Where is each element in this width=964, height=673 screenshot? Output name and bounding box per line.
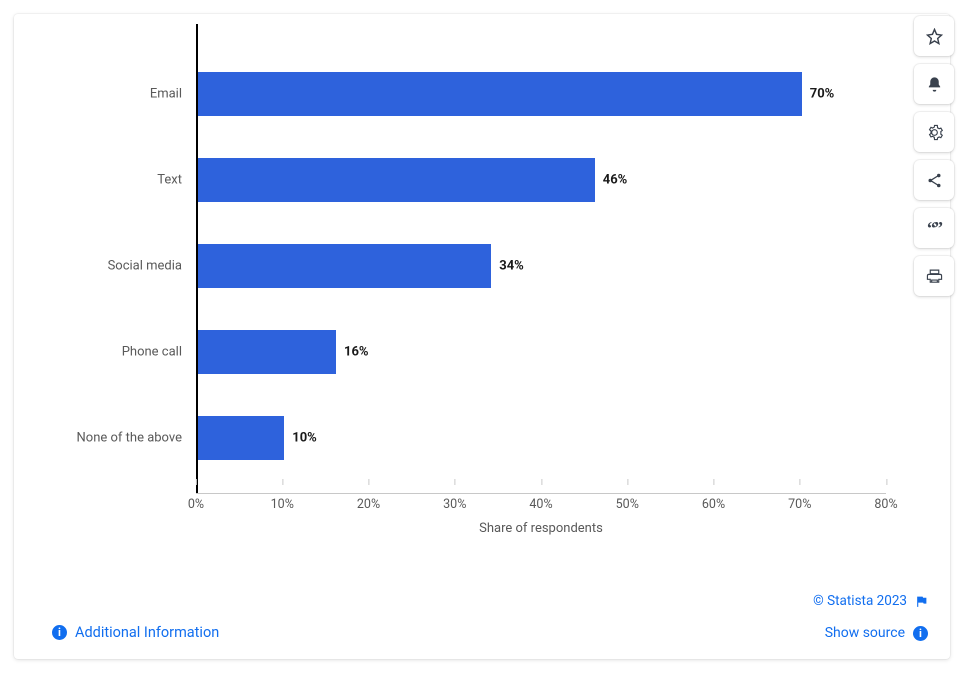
x-tick: 30% [443, 497, 466, 512]
additional-info-label: Additional Information [75, 624, 219, 641]
bar-value-label: 34% [499, 259, 524, 274]
copyright-text: © Statista 2023 [813, 593, 928, 609]
info-icon: i [52, 625, 67, 640]
show-source-label: Show source [825, 625, 905, 641]
x-tick: 20% [357, 497, 380, 512]
print-icon [926, 268, 943, 285]
x-axis-line [196, 493, 886, 494]
bar-value-label: 46% [603, 173, 628, 188]
x-tick: 80% [874, 497, 897, 512]
category-label: Text [36, 173, 186, 188]
bar-row: None of the above 10% [36, 416, 886, 460]
bar-value-label: 16% [344, 345, 369, 360]
notify-button[interactable] [914, 64, 954, 104]
bar-row: Social media 34% [36, 244, 886, 288]
category-label: Email [36, 87, 186, 102]
category-label: Phone call [36, 345, 186, 360]
bar[interactable] [198, 158, 595, 202]
bar-row: Text 46% [36, 158, 886, 202]
share-button[interactable] [914, 160, 954, 200]
category-label: None of the above [36, 431, 186, 446]
x-tick: 0% [188, 497, 204, 512]
x-tick: 50% [616, 497, 639, 512]
info-icon: i [913, 626, 928, 641]
bar-value-label: 10% [292, 431, 317, 446]
chart-plot: Share of respondents 0% 10% 20% 30% 40% 50% 60… [36, 24, 896, 534]
chart-footer: i Additional Information © Statista 2023… [32, 593, 932, 645]
gear-icon [926, 124, 943, 141]
x-tick: 60% [702, 497, 725, 512]
x-tick: 10% [271, 497, 294, 512]
share-icon [926, 172, 943, 189]
bar[interactable] [198, 416, 284, 460]
cite-button[interactable]: “” [914, 208, 954, 248]
bell-icon [926, 76, 943, 93]
bar-row: Email 70% [36, 72, 886, 116]
bar[interactable] [198, 244, 491, 288]
category-label: Social media [36, 259, 186, 274]
bar-row: Phone call 16% [36, 330, 886, 374]
print-button[interactable] [914, 256, 954, 296]
side-toolbar: “” [914, 16, 954, 296]
chart-card: Share of respondents 0% 10% 20% 30% 40% 50% 60… [14, 14, 950, 659]
flag-icon [915, 595, 928, 608]
star-icon [926, 28, 943, 45]
quote-icon: “” [927, 218, 941, 239]
x-tick: 70% [788, 497, 811, 512]
copyright-label: © Statista 2023 [813, 593, 907, 609]
show-source-link[interactable]: Show source i [825, 625, 928, 641]
x-tick: 40% [529, 497, 552, 512]
favorite-button[interactable] [914, 16, 954, 56]
x-axis-label: Share of respondents [196, 521, 886, 536]
additional-info-link[interactable]: i Additional Information [52, 624, 219, 641]
bar[interactable] [198, 72, 802, 116]
bar-value-label: 70% [810, 87, 835, 102]
settings-button[interactable] [914, 112, 954, 152]
bar[interactable] [198, 330, 336, 374]
